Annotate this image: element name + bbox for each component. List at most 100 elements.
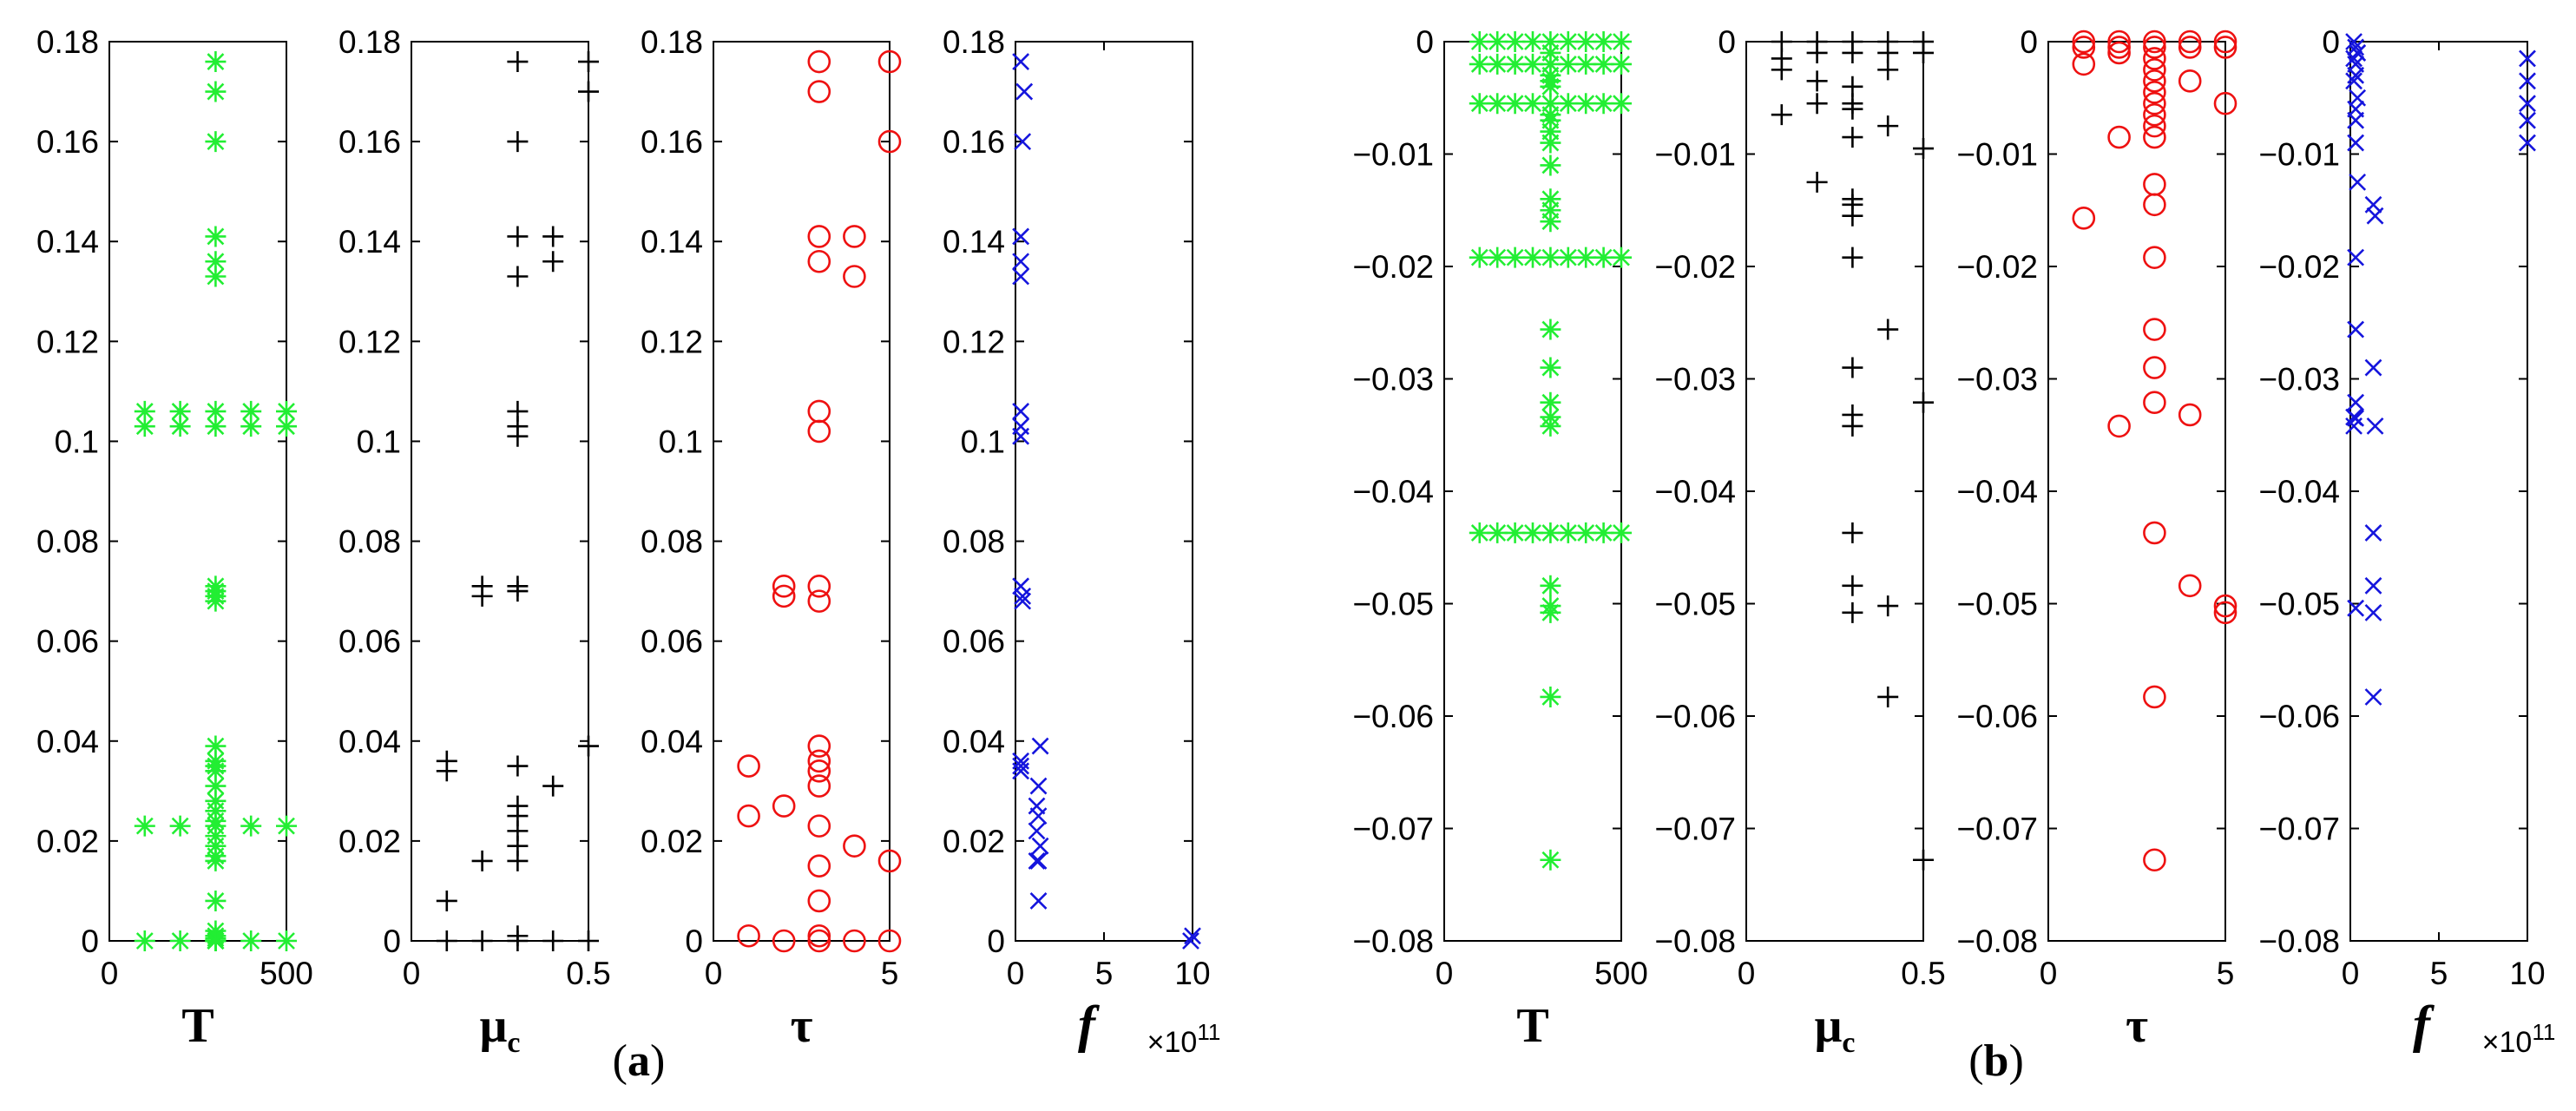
data-point	[877, 129, 902, 154]
data-point	[507, 266, 529, 287]
data-point	[507, 581, 529, 602]
data-point	[772, 794, 796, 818]
data-point	[1029, 777, 1048, 795]
ytick-label: −0.04	[1956, 474, 2038, 509]
data-point	[1557, 522, 1579, 543]
axes-box	[1443, 41, 1622, 942]
x-axis-label-main: f	[2413, 996, 2435, 1053]
data-point	[1575, 247, 1597, 268]
data-point	[2347, 66, 2365, 84]
xtick-label: 0.5	[566, 956, 610, 991]
data-point	[1540, 319, 1561, 340]
data-point	[1913, 849, 1934, 871]
data-point	[471, 850, 493, 871]
ytick-label: −0.03	[1352, 362, 1434, 398]
ytick-label: −0.01	[1654, 137, 1736, 173]
data-point	[1012, 253, 1030, 271]
data-point	[1012, 762, 1030, 780]
data-point	[2213, 30, 2238, 54]
data-point	[1522, 93, 1543, 115]
ytick-label: 0.12	[943, 324, 1005, 359]
x-axis-label-main: μ	[480, 999, 508, 1053]
data-point	[1877, 595, 1899, 617]
data-point	[578, 930, 599, 951]
ytick-label: −0.06	[1352, 699, 1434, 734]
data-point	[1015, 82, 1034, 101]
panel-a-T: 0 0.02 0.04 0.06 0.08 0.1 0.12 0.14 0.16 0.18 0 500…	[36, 24, 313, 1053]
data-point	[1540, 104, 1561, 126]
data-point	[1877, 686, 1899, 707]
ytick-label: −0.05	[1956, 587, 2038, 622]
data-point	[2345, 33, 2362, 50]
data-point	[1540, 247, 1561, 268]
data-point	[1522, 31, 1543, 52]
data-point	[205, 226, 227, 247]
ytick-label: 0.16	[338, 124, 401, 160]
x-axis-label: f	[1078, 996, 1100, 1053]
ytick-label: 0	[685, 924, 703, 959]
ytick-label: −0.06	[1956, 699, 2038, 734]
x-exponent-power: 11	[2532, 1019, 2555, 1045]
data-point	[2143, 114, 2166, 138]
data-point	[1557, 93, 1579, 115]
data-point	[205, 251, 227, 273]
data-point	[507, 755, 529, 777]
data-point	[2178, 30, 2202, 54]
data-point	[1611, 522, 1632, 543]
data-point	[1469, 522, 1490, 543]
xtick-label: 0	[2342, 956, 2360, 991]
data-point	[2143, 36, 2166, 59]
data-point	[2143, 193, 2166, 217]
data-point	[1842, 127, 1863, 148]
ytick-label: −0.05	[1654, 587, 1736, 622]
markers	[1469, 31, 1632, 871]
data-point	[1540, 188, 1561, 210]
data-point	[1469, 93, 1490, 115]
ytick-label: 0.16	[943, 124, 1005, 160]
data-point	[807, 419, 831, 444]
ytick-label: 0.04	[338, 724, 401, 759]
ytick-label: 0.06	[338, 624, 401, 660]
markers	[436, 51, 599, 951]
ytick-label: 0	[1416, 24, 1434, 60]
data-point	[2213, 594, 2238, 618]
panel-a-mu: 0 0.02 0.04 0.06 0.08 0.1 0.12 0.14 0.16 0.18 0 0.5…	[338, 24, 611, 1059]
data-point	[1540, 211, 1561, 233]
data-point	[1913, 391, 1934, 413]
data-point	[877, 849, 902, 873]
data-point	[169, 930, 191, 951]
data-point	[807, 80, 831, 103]
data-point	[1575, 522, 1597, 543]
x-exponent-power: 11	[1197, 1019, 1220, 1045]
data-point	[807, 774, 831, 798]
x-axis-label-main: T	[1516, 999, 1548, 1053]
data-point	[205, 930, 227, 951]
data-point	[507, 226, 529, 247]
data-point	[205, 760, 227, 782]
markers	[134, 51, 297, 951]
data-point	[2364, 523, 2382, 542]
xtick-label: 10	[1174, 956, 1210, 991]
data-point	[2072, 207, 2096, 230]
xtick-label: 10	[2509, 956, 2545, 991]
data-point	[1540, 70, 1561, 92]
data-point	[2143, 91, 2166, 115]
data-point	[240, 416, 262, 437]
ytick-label: −0.07	[1654, 812, 1736, 847]
data-point	[1540, 154, 1561, 176]
data-point	[807, 399, 831, 424]
markers	[737, 49, 902, 953]
data-point	[1031, 737, 1049, 755]
data-point	[1540, 391, 1561, 413]
ytick-label: −0.03	[1956, 362, 2038, 398]
data-point	[1806, 171, 1828, 193]
data-point	[1469, 247, 1490, 268]
data-point	[1504, 31, 1526, 52]
data-point	[205, 775, 227, 797]
data-point	[1504, 93, 1526, 115]
data-point	[2213, 91, 2238, 115]
data-point	[737, 924, 760, 948]
data-point	[1522, 53, 1543, 75]
data-point	[1029, 851, 1048, 870]
ytick-label: 0.06	[641, 624, 703, 660]
